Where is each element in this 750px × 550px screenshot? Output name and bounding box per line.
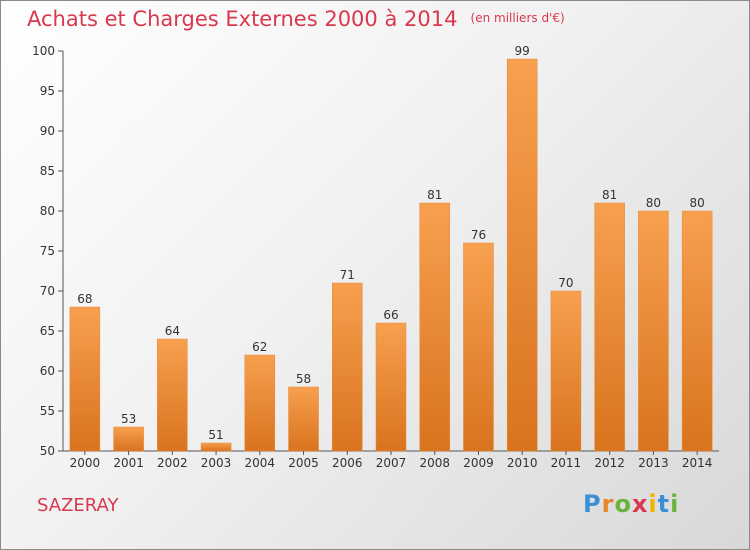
y-tick-label: 85	[40, 164, 55, 178]
proxiti-logo: Proxiti	[583, 490, 679, 518]
bar	[463, 242, 494, 452]
bar	[506, 58, 538, 452]
data-label: 53	[121, 412, 136, 426]
y-tick-label: 65	[40, 324, 55, 338]
bar	[113, 426, 144, 452]
logo-letter: x	[631, 490, 649, 518]
bar	[550, 290, 582, 452]
x-tick-label: 2004	[245, 456, 276, 470]
x-tick-label: 2012	[594, 456, 625, 470]
logo-letter: o	[614, 490, 632, 518]
x-tick-label: 2011	[551, 456, 582, 470]
data-label: 64	[165, 324, 180, 338]
y-tick-label: 95	[40, 84, 55, 98]
y-tick-label: 55	[40, 404, 55, 418]
chart-unit: (en milliers d'€)	[470, 11, 565, 25]
data-label: 80	[689, 196, 704, 210]
data-label: 58	[296, 372, 311, 386]
data-label: 81	[602, 188, 617, 202]
bar	[638, 210, 669, 452]
x-tick-label: 2006	[332, 456, 363, 470]
chart-title-text: Achats et Charges Externes 2000 à 2014	[27, 7, 458, 31]
bar	[200, 442, 232, 452]
y-tick-label: 70	[40, 284, 55, 298]
y-tick-label: 60	[40, 364, 55, 378]
logo-letter: t	[657, 490, 671, 518]
bar	[419, 202, 450, 452]
logo-letter: P	[583, 490, 602, 518]
x-tick-label: 2003	[201, 456, 232, 470]
logo-letter: r	[601, 490, 615, 518]
x-tick-label: 2008	[419, 456, 450, 470]
bar	[681, 210, 713, 452]
data-label: 51	[208, 428, 223, 442]
y-tick-label: 100	[32, 44, 55, 58]
data-label: 70	[558, 276, 573, 290]
y-tick-label: 75	[40, 244, 55, 258]
data-label: 71	[340, 268, 355, 282]
x-tick-label: 2009	[463, 456, 494, 470]
data-label: 62	[252, 340, 267, 354]
bar	[288, 386, 319, 452]
data-label: 99	[515, 44, 530, 58]
data-label: 81	[427, 188, 442, 202]
data-label: 66	[383, 308, 398, 322]
x-tick-label: 2002	[157, 456, 188, 470]
x-tick-label: 2014	[682, 456, 713, 470]
bar	[332, 282, 363, 452]
x-tick-label: 2001	[113, 456, 144, 470]
bar	[594, 202, 625, 452]
bar	[69, 306, 101, 452]
y-tick-label: 50	[40, 444, 55, 458]
x-tick-label: 2013	[638, 456, 669, 470]
x-tick-label: 2005	[288, 456, 319, 470]
data-label: 68	[77, 292, 92, 306]
logo-letter: i	[670, 490, 680, 518]
x-tick-label: 2000	[70, 456, 101, 470]
x-tick-label: 2010	[507, 456, 538, 470]
x-tick-label: 2007	[376, 456, 407, 470]
logo-letter: i	[648, 490, 658, 518]
chart-title: Achats et Charges Externes 2000 à 2014 (…	[27, 7, 565, 31]
bar	[244, 354, 276, 452]
bar	[375, 322, 407, 452]
commune-name: SAZERAY	[37, 495, 119, 516]
y-tick-label: 80	[40, 204, 55, 218]
bar	[157, 338, 188, 452]
data-label: 76	[471, 228, 486, 242]
y-tick-label: 90	[40, 124, 55, 138]
data-label: 80	[646, 196, 661, 210]
